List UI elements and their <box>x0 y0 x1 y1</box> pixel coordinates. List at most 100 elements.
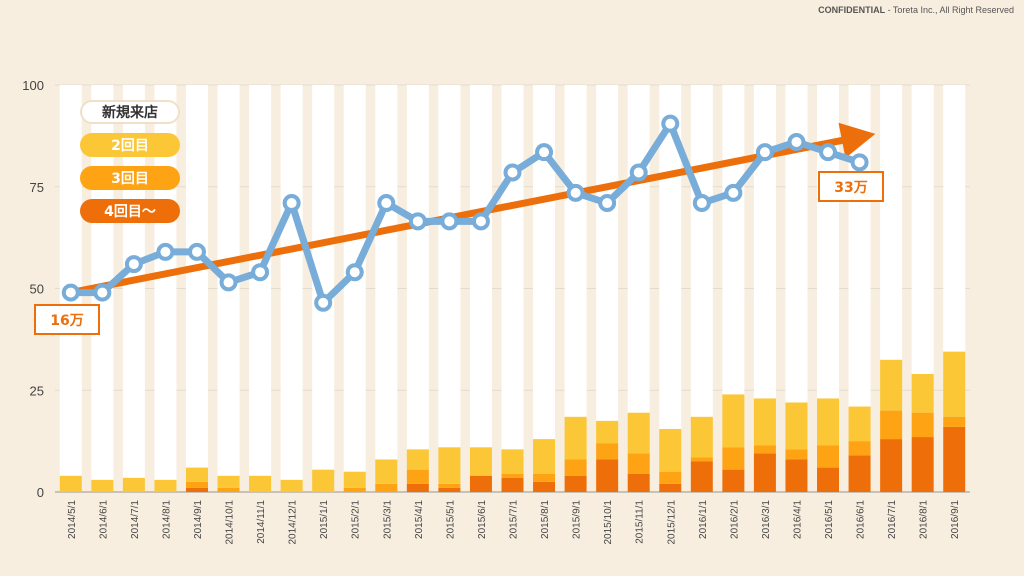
bar-fourth-segment <box>406 483 429 492</box>
visitor-line-point <box>156 242 175 261</box>
bar-second-segment <box>659 428 682 472</box>
bar-third-segment <box>943 416 966 427</box>
x-tick-label: 2014/5/1 <box>67 500 78 539</box>
legend-new: 新規来店 <box>80 100 180 124</box>
bar-second-segment <box>564 416 587 460</box>
bar-new-segment <box>406 85 429 450</box>
bar-third-segment <box>406 469 429 484</box>
bar-second-segment <box>406 449 429 470</box>
bar-second-segment <box>154 479 177 492</box>
trend-arrow-head <box>838 122 876 159</box>
bar-new-segment <box>564 85 587 417</box>
bar-fourth-segment <box>469 475 492 492</box>
legend-second: 2回目 <box>80 133 180 157</box>
visitor-line-point <box>282 194 301 213</box>
x-tick-label: 2016/9/1 <box>950 500 961 539</box>
legend-fourth: 4回目〜 <box>80 199 180 223</box>
x-tick-label: 2014/6/1 <box>98 500 109 539</box>
bar-new-segment <box>438 85 461 448</box>
bar-third-segment <box>911 412 934 438</box>
bar-second-segment <box>817 398 840 446</box>
x-tick-label: 2016/1/1 <box>698 500 709 539</box>
x-tick-label: 2016/6/1 <box>856 500 867 539</box>
bar-new-segment <box>501 85 524 450</box>
bar-fourth-segment <box>722 469 745 492</box>
bar-second-segment <box>469 447 492 476</box>
bar-fourth-segment <box>753 453 776 492</box>
bar-second-segment <box>690 416 713 458</box>
visitor-line-point <box>251 263 270 282</box>
bar-second-segment <box>438 447 461 484</box>
x-tick-label: 2014/8/1 <box>161 500 172 539</box>
bar-fourth-segment <box>185 487 208 492</box>
visitor-line-point <box>408 212 427 231</box>
copyright-text: - Toreta Inc., All Right Reserved <box>885 5 1014 15</box>
x-tick-label: 2016/2/1 <box>729 500 740 539</box>
y-axis: 0 25 50 75 100 <box>22 78 44 500</box>
x-tick-label: 2015/6/1 <box>477 500 488 539</box>
bar-fourth-segment <box>596 459 619 492</box>
bar-fourth-segment <box>785 459 808 492</box>
bar-new-segment <box>753 85 776 399</box>
bar-third-segment <box>785 449 808 460</box>
x-tick-label: 2015/9/1 <box>572 500 583 539</box>
visitor-line-point <box>535 143 554 162</box>
visitor-line-point <box>219 273 238 292</box>
x-tick-label: 2014/7/1 <box>130 500 141 539</box>
x-tick-label: 2015/10/1 <box>603 500 614 545</box>
visitor-line-point <box>692 194 711 213</box>
legend-third: 3回目 <box>80 166 180 190</box>
visitor-line-point <box>440 212 459 231</box>
x-tick-label: 2015/11/1 <box>635 500 646 544</box>
bar-second-segment <box>753 398 776 446</box>
y-tick-label: 25 <box>30 383 44 398</box>
x-tick-label: 2016/5/1 <box>824 500 835 539</box>
x-tick-label: 2015/12/1 <box>666 500 677 545</box>
bar-new-segment <box>59 85 82 476</box>
bar-third-segment <box>722 447 745 470</box>
visitor-line-point <box>598 194 617 213</box>
bar-second-segment <box>785 402 808 450</box>
bar-new-segment <box>627 85 650 413</box>
visitor-line-point <box>724 183 743 202</box>
visitor-line-point <box>345 263 364 282</box>
x-tick-label: 2015/7/1 <box>509 500 520 539</box>
bar-third-segment <box>690 457 713 462</box>
y-tick-label: 100 <box>22 78 44 93</box>
bar-third-segment <box>659 471 682 484</box>
bar-new-segment <box>312 85 335 470</box>
visitor-line-point <box>187 242 206 261</box>
bar-third-segment <box>217 487 240 492</box>
bar-second-segment <box>343 471 366 488</box>
bar-second-segment <box>943 351 966 417</box>
bar-new-segment <box>722 85 745 395</box>
x-tick-label: 2015/3/1 <box>382 500 393 539</box>
bar-second-segment <box>217 475 240 488</box>
bar-second-segment <box>848 406 871 442</box>
visitor-line-point <box>661 114 680 133</box>
bar-third-segment <box>753 445 776 454</box>
bar-new-segment <box>375 85 398 460</box>
bar-new-segment <box>785 85 808 403</box>
visitor-line-point <box>61 283 80 302</box>
x-axis: 2014/5/1 2014/6/1 2014/7/1 2014/8/1 2014/9/1… <box>67 500 961 545</box>
bar-fourth-segment <box>501 477 524 492</box>
bar-new-segment <box>817 85 840 399</box>
x-tick-label: 2016/7/1 <box>887 500 898 539</box>
visitor-line-point <box>124 255 143 274</box>
bar-new-segment <box>880 85 903 360</box>
bar-fourth-segment <box>848 455 871 492</box>
x-tick-label: 2014/10/1 <box>225 500 236 545</box>
bar-second-segment <box>501 449 524 474</box>
bar-third-segment <box>533 473 556 482</box>
bar-third-segment <box>880 410 903 440</box>
bar-new-segment <box>596 85 619 421</box>
bar-second-segment <box>627 412 650 454</box>
x-tick-label: 2016/3/1 <box>761 500 772 539</box>
bar-second-segment <box>280 479 303 492</box>
bar-third-segment <box>817 445 840 468</box>
x-tick-label: 2015/2/1 <box>351 500 362 539</box>
bar-new-segment <box>185 85 208 468</box>
callout-end: 33万 <box>818 171 884 202</box>
